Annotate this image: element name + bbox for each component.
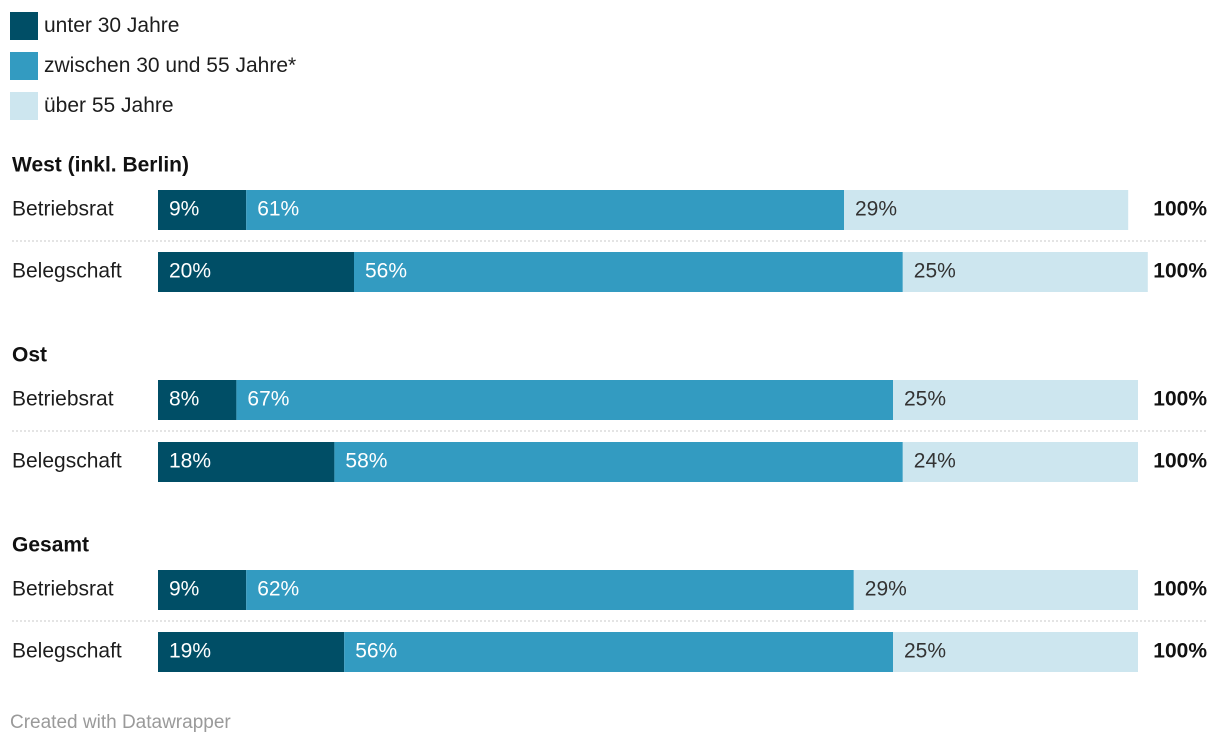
group-3-row-2-total: 100% [1153,640,1207,663]
group-2-row-1-value-30-to-55: 67% [247,388,289,411]
legend-item-30-to-55: zwischen 30 und 55 Jahre* [10,52,296,80]
group-2-row-2-bar-over-55 [902,442,1138,482]
stacked-bar-chart: West (inkl. Berlin) Betriebsrat 9% 61% 29% 10… [12,154,1208,672]
group-1-row-1-bar-over-55 [844,190,1129,230]
group-1-row-1-value-under-30: 9% [169,198,199,221]
group-3-row-1-bar-under-30 [158,570,247,610]
legend-item-under-30: unter 30 Jahre [10,12,296,40]
group-1-row-2-bar-30-to-55 [354,252,903,292]
group-3-row-2-value-under-30: 19% [169,640,211,663]
group-1-title: West (inkl. Berlin) [12,154,189,177]
group-3-row-1-value-30-to-55: 62% [257,578,299,601]
group-2-row-1-value-over-55: 25% [904,388,946,411]
legend-label-30-to-55: zwischen 30 und 55 Jahre* [44,54,297,77]
group-1-row-1-bar-under-30 [158,190,247,230]
group-2-title: Ost [12,344,47,367]
legend-swatch-30-to-55 [10,52,38,80]
group-1-row-1-label: Betriebsrat [12,198,114,221]
group-2-row-2-bar-30-to-55 [334,442,903,482]
group-3-title: Gesamt [12,534,89,557]
group-2-row-2-value-30-to-55: 58% [345,450,387,473]
group-2-row-1-total: 100% [1153,388,1207,411]
group-1-row-2-value-under-30: 20% [169,260,211,283]
group-3-row-2-label: Belegschaft [12,640,122,663]
group-2-row-1-bar-under-30 [158,380,237,420]
legend-label-under-30: unter 30 Jahre [44,14,180,37]
group-2-row-2-value-under-30: 18% [169,450,211,473]
footer-credit: Created with Datawrapper [10,712,231,733]
group-2-row-1-bar-over-55 [893,380,1138,420]
group-3-row-2-bar-30-to-55 [344,632,893,672]
group-3-row-1-value-under-30: 9% [169,578,199,601]
legend-swatch-under-30 [10,12,38,40]
group-1-row-2-label: Belegschaft [12,260,122,283]
group-2-row-1-bar-30-to-55 [236,380,893,420]
group-3-row-1-value-over-55: 29% [865,578,907,601]
group-3-row-2-bar-over-55 [893,632,1138,672]
group-1-row-1-bar-30-to-55 [246,190,844,230]
group-1-row-1-value-over-55: 29% [855,198,897,221]
group-2-row-2-total: 100% [1153,450,1207,473]
group-2-row-1-value-under-30: 8% [169,388,199,411]
group-2-row-1-label: Betriebsrat [12,388,114,411]
group-3-row-1-total: 100% [1153,578,1207,601]
group-3-row-2-value-30-to-55: 56% [355,640,397,663]
group-3-row-1-bar-30-to-55 [246,570,854,610]
group-3-row-2-value-over-55: 25% [904,640,946,663]
group-1-row-2-total: 100% [1153,260,1207,283]
group-2-row-2-value-over-55: 24% [914,450,956,473]
group-1-row-2-value-over-55: 25% [914,260,956,283]
legend-swatch-over-55 [10,92,38,120]
chart-legend: unter 30 Jahre zwischen 30 und 55 Jahre*… [10,12,296,132]
legend-label-over-55: über 55 Jahre [44,94,174,117]
group-1-row-2-bar-over-55 [902,252,1148,292]
group-1-row-2-value-30-to-55: 56% [365,260,407,283]
group-3-row-1-bar-over-55 [853,570,1138,610]
group-3-row-1-label: Betriebsrat [12,578,114,601]
group-1-row-2-bar-under-30 [158,252,354,292]
group-2-row-2-bar-under-30 [158,442,335,482]
legend-item-over-55: über 55 Jahre [10,92,296,120]
group-1-row-1-total: 100% [1153,198,1207,221]
group-1-row-1-value-30-to-55: 61% [257,198,299,221]
group-3-row-2-bar-under-30 [158,632,345,672]
group-2-row-2-label: Belegschaft [12,450,122,473]
